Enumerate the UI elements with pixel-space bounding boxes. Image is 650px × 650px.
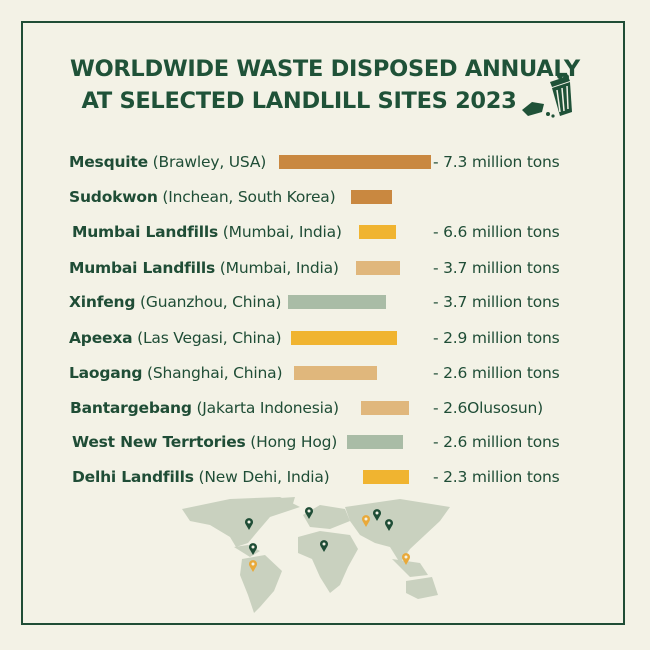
europe — [303, 505, 350, 529]
site-name: Delhi Landfills — [72, 468, 194, 486]
value-label: - 3.7 million tons — [433, 293, 560, 311]
bar — [361, 401, 409, 415]
title-line-2: AT SELECTED LANDLILL SITES 2023 — [81, 88, 517, 114]
trash-bin-icon — [522, 74, 572, 118]
site-label: Apeexa (Las Vegasi, China) — [69, 326, 282, 350]
bar-row: Delhi Landfills (New Dehi, India) - 2.3 m… — [0, 465, 650, 489]
infographic-frame — [21, 21, 625, 625]
bar-row: Laogang (Shanghai, China) - 2.6 million t… — [0, 361, 650, 385]
value-label: - 2.6 million tons — [433, 364, 560, 382]
site-location: (Mumbai, India) — [222, 223, 342, 241]
bar-row: Mumbai Landfills (Mumbai, India) - 3.7 mi… — [0, 256, 650, 280]
site-label: Mumbai Landfills (Mumbai, India) — [72, 220, 342, 244]
bar-row: West New Terrtories (Hong Hog) - 2.6 mill… — [0, 430, 650, 454]
site-location: (Brawley, USA) — [152, 153, 267, 171]
bar-row: Bantargebang (Jakarta Indonesia) - 2.6Olu… — [0, 396, 650, 420]
map-pin-dot — [251, 545, 255, 549]
africa — [298, 531, 358, 593]
map-pin-dot — [307, 509, 311, 513]
site-label: Mumbai Landfills (Mumbai, India) — [69, 256, 339, 280]
value-label: - 2.6 million tons — [433, 433, 560, 451]
value-label: - 6.6 million tons — [433, 223, 560, 241]
map-pin-dot — [247, 520, 251, 524]
site-name: Apeexa — [69, 329, 133, 347]
site-location: (Guanzhou, China) — [140, 293, 282, 311]
site-name: Mumbai Landfills — [69, 259, 216, 277]
site-label: Mesquite (Brawley, USA) — [69, 150, 266, 174]
bar — [294, 366, 377, 380]
site-location: (Inchean, South Korea) — [162, 188, 336, 206]
bar — [279, 155, 431, 169]
bar-row: Mesquite (Brawley, USA) - 7.3 million ton… — [0, 150, 650, 174]
map-pin-icon — [249, 560, 257, 572]
north-america — [182, 497, 300, 547]
title-line-1: WORLDWIDE WASTE DISPOSED ANNUALY — [70, 56, 580, 82]
site-location: (Hong Hog) — [250, 433, 338, 451]
map-pin-icon — [373, 509, 381, 521]
value-label: - 3.7 million tons — [433, 259, 560, 277]
world-map — [182, 497, 450, 613]
site-name: Sudokwon — [69, 188, 158, 206]
site-name: West New Terrtories — [72, 433, 246, 451]
map-pin-dot — [387, 521, 391, 525]
value-label: - 2.3 million tons — [433, 468, 560, 486]
site-label: Xinfeng (Guanzhou, China) — [69, 290, 281, 314]
bar — [347, 435, 403, 449]
site-name: Xinfeng — [69, 293, 136, 311]
map-pin-icon — [305, 507, 313, 519]
bar — [291, 331, 397, 345]
bar-row: Xinfeng (Guanzhou, China) - 3.7 million t… — [0, 290, 650, 314]
site-location: (Las Vegasi, China) — [137, 329, 282, 347]
bar — [288, 295, 386, 309]
map-pin-dot — [322, 542, 326, 546]
map-pin-dot — [251, 562, 255, 566]
site-name: Bantargebang — [70, 399, 192, 417]
bar — [351, 190, 392, 204]
site-label: Delhi Landfills (New Dehi, India) — [72, 465, 330, 489]
map-pin-icon — [245, 518, 253, 530]
site-label: West New Terrtories (Hong Hog) — [72, 430, 337, 454]
bar-row: Apeexa (Las Vegasi, China) - 2.9 million … — [0, 326, 650, 350]
south-america — [240, 555, 282, 613]
map-pin-icon — [402, 553, 410, 565]
map-pin-dot — [404, 555, 408, 559]
map-pin-icon — [362, 515, 370, 527]
value-label: - 2.9 million tons — [433, 329, 560, 347]
site-location: (Shanghai, China) — [147, 364, 283, 382]
map-pin-icon — [320, 540, 328, 552]
site-name: Laogang — [69, 364, 143, 382]
value-label: - 2.6Olusosun) — [433, 399, 544, 417]
site-label: Laogang (Shanghai, China) — [69, 361, 282, 385]
map-pin-dot — [375, 511, 379, 515]
bar — [359, 225, 396, 239]
site-name: Mesquite — [69, 153, 148, 171]
value-label: - 7.3 million tons — [433, 153, 560, 171]
asia — [345, 499, 450, 563]
site-name: Mumbai Landfills — [72, 223, 219, 241]
bar — [356, 261, 400, 275]
bar — [363, 470, 409, 484]
chart-title: WORLDWIDE WASTE DISPOSED ANNUALY AT SELE… — [0, 53, 650, 117]
australia — [406, 577, 438, 599]
site-label: Sudokwon (Inchean, South Korea) — [69, 185, 336, 209]
map-pin-icon — [249, 543, 257, 555]
map-pin-dot — [364, 517, 368, 521]
bar-row: Sudokwon (Inchean, South Korea) — [0, 185, 650, 209]
bar-row: Mumbai Landfills (Mumbai, India) - 6.6 mi… — [0, 220, 650, 244]
site-location: (Jakarta Indonesia) — [196, 399, 339, 417]
site-location: (Mumbai, India) — [219, 259, 339, 277]
site-label: Bantargebang (Jakarta Indonesia) — [70, 396, 339, 420]
map-pin-icon — [385, 519, 393, 531]
site-location: (New Dehi, India) — [198, 468, 330, 486]
